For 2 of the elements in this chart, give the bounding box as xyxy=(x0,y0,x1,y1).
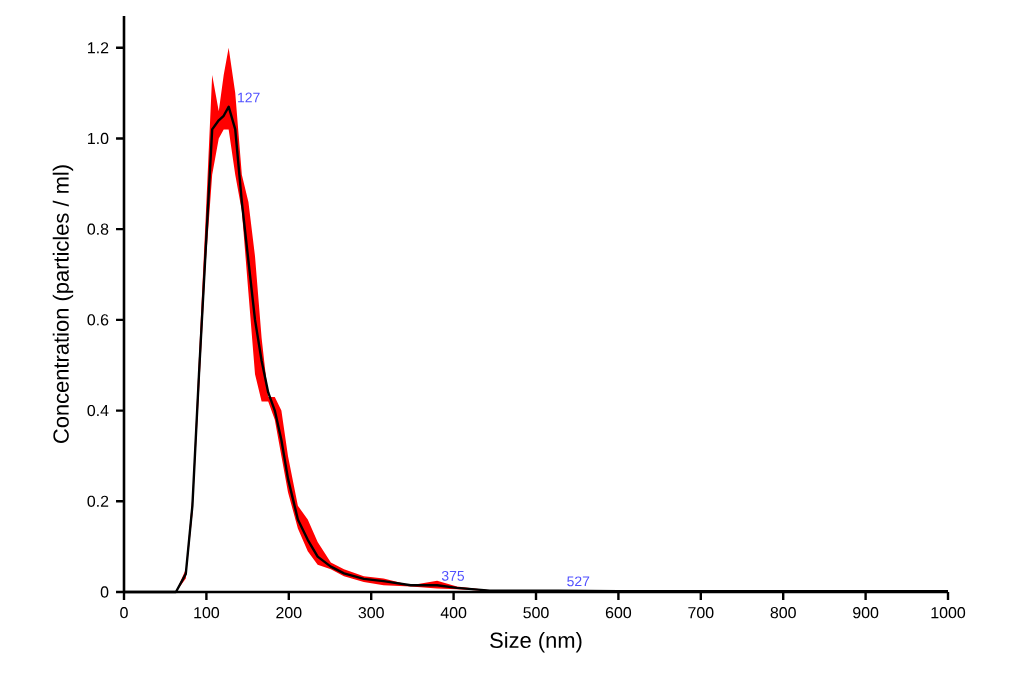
y-axis-title: Concentration (particles / ml) xyxy=(52,165,74,443)
x-axis-title: Size (nm) xyxy=(490,631,582,653)
